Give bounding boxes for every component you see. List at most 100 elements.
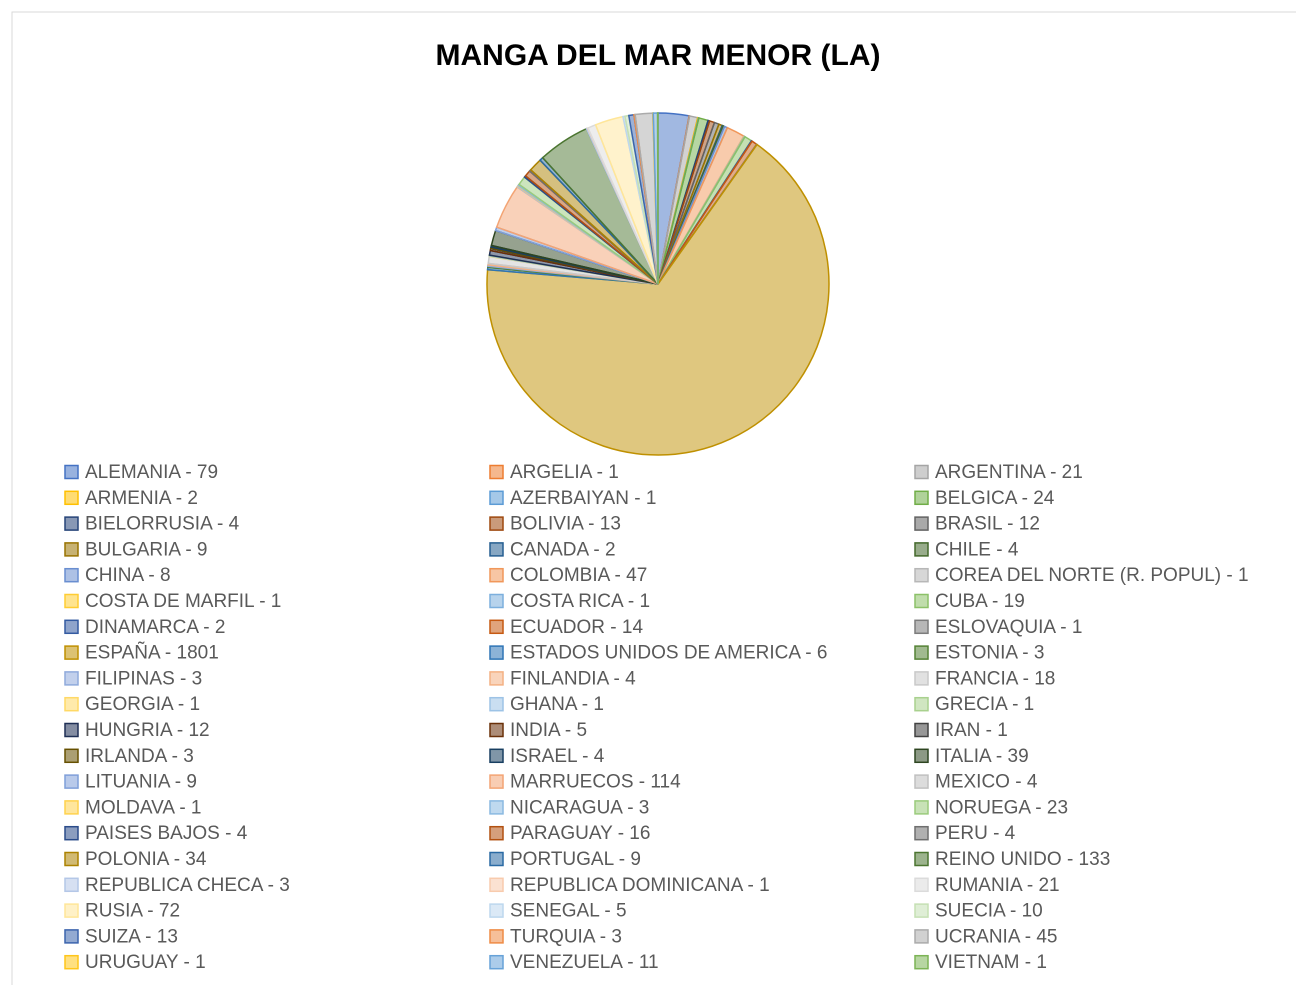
legend-swatch	[64, 593, 79, 609]
legend-label: RUMANIA - 21	[935, 875, 1060, 896]
legend-label: CUBA - 19	[935, 591, 1025, 612]
legend-label: SUECIA - 10	[935, 901, 1043, 922]
legend-swatch	[64, 619, 79, 635]
legend-swatch	[914, 774, 929, 789]
legend-label: PERU - 4	[935, 823, 1016, 844]
legend-swatch	[914, 929, 929, 944]
legend-swatch	[489, 696, 504, 712]
legend-label: ARGELIA - 1	[510, 462, 619, 483]
legend-label: ESTADOS UNIDOS DE AMERICA - 6	[510, 643, 827, 664]
legend-swatch	[489, 954, 504, 970]
legend-swatch	[64, 542, 79, 557]
legend-swatch	[64, 877, 79, 893]
legend-label: BULGARIA - 9	[85, 539, 208, 560]
legend-swatch	[64, 567, 79, 583]
legend-label: ECUADOR - 14	[510, 617, 643, 638]
legend-label: SENEGAL - 5	[510, 901, 627, 922]
legend-swatch	[64, 954, 79, 970]
legend-swatch	[489, 748, 504, 764]
legend-label: BRASIL - 12	[935, 514, 1040, 535]
legend-label: ISRAEL - 4	[510, 746, 605, 767]
legend-label: REPUBLICA CHECA - 3	[85, 875, 290, 896]
pie-slice	[486, 143, 830, 456]
legend-label: POLONIA - 34	[85, 849, 207, 870]
legend-swatch	[64, 851, 79, 867]
legend-swatch	[914, 954, 929, 970]
legend-swatch	[489, 645, 504, 660]
legend-label: BOLIVIA - 13	[510, 514, 621, 535]
legend-swatch	[489, 516, 504, 531]
legend-swatch	[914, 825, 929, 841]
legend-swatch	[489, 877, 504, 893]
legend-swatch	[914, 593, 929, 609]
legend-swatch	[489, 851, 504, 867]
legend-label: URUGUAY - 1	[85, 952, 206, 973]
legend-swatch	[914, 748, 929, 764]
legend-label: ARGENTINA - 21	[935, 462, 1083, 483]
legend-label: GRECIA - 1	[935, 694, 1034, 715]
legend-swatch	[489, 800, 504, 815]
legend-label: IRLANDA - 3	[85, 746, 194, 767]
legend-label: COREA DEL NORTE (R. POPUL) - 1	[935, 565, 1249, 586]
legend-swatch	[64, 516, 79, 531]
legend-swatch	[489, 825, 504, 841]
legend-label: VENEZUELA - 11	[510, 952, 659, 973]
legend-label: COLOMBIA - 47	[510, 565, 647, 586]
legend-label: REPUBLICA DOMINICANA - 1	[510, 875, 770, 896]
legend-swatch	[64, 722, 79, 738]
legend-swatch	[64, 800, 79, 815]
legend-label: GHANA - 1	[510, 694, 604, 715]
legend-label: ITALIA - 39	[935, 746, 1029, 767]
legend-swatch	[914, 645, 929, 660]
legend-label: FILIPINAS - 3	[85, 668, 202, 689]
legend-label: REINO UNIDO - 133	[935, 849, 1110, 870]
legend-label: PARAGUAY - 16	[510, 823, 650, 844]
legend-label: CHILE - 4	[935, 539, 1019, 560]
legend-swatch	[914, 464, 929, 480]
legend-swatch	[914, 516, 929, 531]
legend-swatch	[489, 490, 504, 506]
legend-swatch	[64, 903, 79, 918]
legend-label: INDIA - 5	[510, 720, 587, 741]
legend-label: NORUEGA - 23	[935, 797, 1068, 818]
legend-label: COSTA RICA - 1	[510, 591, 650, 612]
legend-swatch	[489, 542, 504, 557]
legend-label: PORTUGAL - 9	[510, 849, 641, 870]
legend-label: PAISES BAJOS - 4	[85, 823, 248, 844]
legend-label: CHINA - 8	[85, 565, 171, 586]
legend-swatch	[64, 774, 79, 789]
chart-title: MANGA DEL MAR MENOR (LA)	[436, 39, 881, 72]
legend-label: AZERBAIYAN - 1	[510, 488, 656, 509]
legend-swatch	[489, 671, 504, 686]
legend-label: ESLOVAQUIA - 1	[935, 617, 1082, 638]
legend-label: ALEMANIA - 79	[85, 462, 218, 483]
legend-swatch	[914, 490, 929, 506]
legend-label: FINLANDIA - 4	[510, 668, 636, 689]
legend-label: FRANCIA - 18	[935, 668, 1055, 689]
legend-swatch	[489, 929, 504, 944]
legend-swatch	[489, 567, 504, 583]
legend-label: ESTONIA - 3	[935, 643, 1044, 664]
legend-swatch	[64, 696, 79, 712]
legend-label: MEXICO - 4	[935, 772, 1038, 793]
legend-label: IRAN - 1	[935, 720, 1008, 741]
legend-swatch	[914, 851, 929, 867]
legend-swatch	[489, 774, 504, 789]
legend-label: COSTA DE MARFIL - 1	[85, 591, 281, 612]
legend-label: RUSIA - 72	[85, 901, 180, 922]
legend-label: SUIZA - 13	[85, 926, 178, 947]
legend-label: TURQUIA - 3	[510, 926, 622, 947]
legend-swatch	[489, 903, 504, 918]
legend-label: CANADA - 2	[510, 539, 616, 560]
legend-label: ARMENIA - 2	[85, 488, 198, 509]
legend-swatch	[914, 542, 929, 557]
legend-swatch	[64, 748, 79, 764]
legend-swatch	[64, 671, 79, 686]
legend-swatch	[914, 671, 929, 686]
legend-label: UCRANIA - 45	[935, 926, 1057, 947]
legend-swatch	[64, 490, 79, 506]
legend-swatch	[64, 464, 79, 480]
legend-swatch	[914, 877, 929, 893]
